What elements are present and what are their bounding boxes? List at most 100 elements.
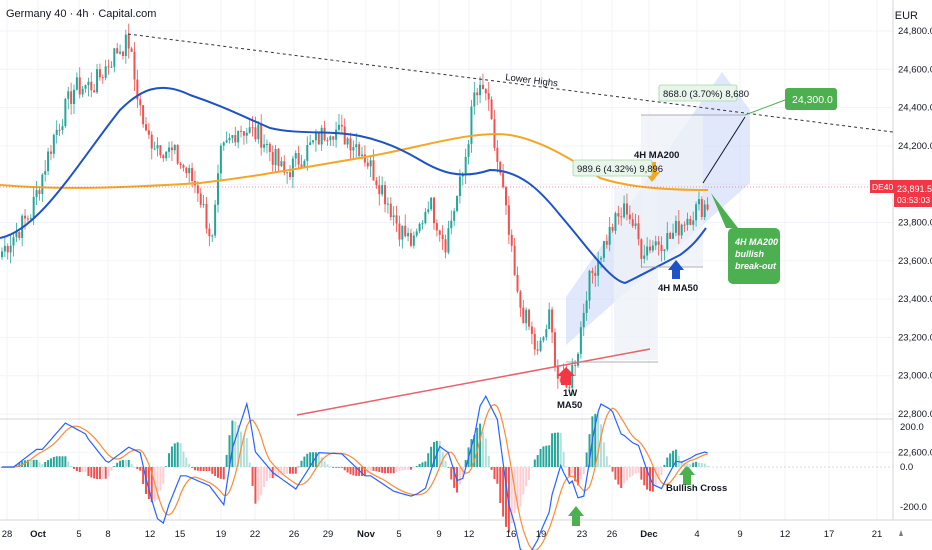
time-tick-label: 9 (436, 529, 441, 540)
candle-body (513, 245, 516, 275)
time-tick-label: 12 (145, 529, 156, 540)
candle-body (392, 215, 395, 218)
macd-histogram-bar (663, 464, 666, 467)
macd-histogram-bar (349, 467, 352, 475)
macd-histogram-bar (384, 467, 387, 474)
time-tick-label: Dec (640, 529, 657, 540)
macd-histogram-bar (142, 467, 145, 484)
candle-body (404, 225, 407, 237)
candle-body (352, 147, 355, 151)
candle-body (283, 161, 286, 173)
macd-histogram-bar (64, 456, 67, 467)
candle-body (343, 126, 346, 145)
time-axis[interactable]: 28 Oct 5 8 12 15 19 22 26 29 Nov 5 9 12 16 19 23 26 Dec 4 9 1… (2, 529, 903, 540)
macd-histogram-bar (594, 413, 597, 467)
macd-histogram-bar (173, 443, 176, 467)
macd-histogram-bar (90, 467, 93, 478)
candle-body (502, 173, 505, 188)
macd-histogram-bar (294, 467, 297, 474)
candle-body (597, 259, 600, 276)
candle-body (242, 131, 245, 136)
macd-histogram-bar (487, 456, 490, 467)
macd-histogram-bar (21, 461, 24, 467)
candle-body (320, 127, 323, 145)
candle-body (332, 136, 335, 140)
macd-histogram-bar (493, 467, 496, 480)
candle-body (314, 132, 317, 141)
macd-histogram-bar (317, 452, 320, 467)
candle-body (110, 66, 113, 68)
candle-body (361, 154, 363, 156)
candle-body (196, 185, 199, 194)
price-axis[interactable]: 24,800.024,600.024,400.024,200.024,000.0… (870, 26, 932, 458)
macd-histogram-bar (55, 456, 58, 467)
candle-body (559, 378, 562, 382)
candle-body (389, 203, 392, 218)
candle-body (588, 270, 591, 301)
w1-ma50-line (296, 348, 651, 416)
time-tick-label: Nov (357, 529, 376, 540)
macd-histogram-bar (38, 462, 41, 467)
candle-body (548, 309, 551, 330)
macd-histogram-bar (637, 467, 640, 473)
candle-body (608, 226, 611, 245)
measure-2-text: 868.0 (3.70%) 8,680 (663, 89, 749, 100)
macd-histogram-bar (32, 459, 35, 467)
macd-histogram-bar (165, 466, 168, 468)
candle-body (611, 226, 614, 231)
macd-line (2, 394, 708, 550)
candle-body (519, 291, 522, 308)
candle-body (499, 161, 502, 174)
candle-body (274, 148, 277, 165)
candle-body (228, 137, 231, 141)
rising-channel (566, 72, 750, 360)
candle-body (617, 213, 620, 217)
macd-histogram-bar (332, 467, 335, 468)
candle-body (202, 203, 205, 205)
macd-histogram-bar (646, 467, 649, 490)
time-tick-label: 4 (694, 529, 699, 540)
macd-histogram-bar (70, 465, 73, 467)
macd-histogram-bar (168, 453, 171, 467)
time-tick-label: 19 (536, 529, 547, 540)
macd-histogram-bar (666, 457, 669, 467)
candle-body (579, 327, 582, 354)
candle-body (484, 89, 487, 94)
macd-histogram-bar (139, 467, 142, 471)
macd-histogram-bar (41, 464, 44, 467)
macd-histogram-bar (211, 467, 214, 474)
candle-body (438, 230, 441, 235)
macd-histogram-bar (421, 462, 424, 467)
candle-body (614, 213, 617, 231)
candle-body (677, 220, 680, 236)
candle-body (542, 337, 545, 341)
candle-body (179, 163, 182, 166)
macd-histogram-bar (470, 439, 473, 467)
candle-body (430, 197, 433, 210)
macd-histogram-bar (61, 456, 64, 467)
candle-body (9, 245, 12, 253)
candle-body (528, 309, 531, 327)
settings-icon[interactable] (899, 530, 903, 536)
candle-body (70, 91, 73, 105)
target-connector (744, 99, 786, 116)
time-tick-label: 26 (289, 529, 300, 540)
candle-body (450, 220, 453, 229)
macd-histogram-bar (133, 466, 136, 468)
macd-histogram-bar (156, 467, 159, 500)
macd-histogram-bar (116, 462, 119, 467)
candle-body (378, 185, 381, 195)
candle-body (551, 309, 554, 333)
macd-histogram-bar (620, 467, 623, 489)
macd-tick-label: 0.0 (900, 462, 913, 473)
candle-body (159, 145, 162, 156)
currency-label[interactable]: EUR (894, 10, 918, 22)
price-tag-countdown: 03:53:03 (897, 195, 930, 205)
macd-histogram-bar (47, 460, 50, 467)
candle-body (435, 223, 438, 231)
candle-body (346, 138, 349, 145)
candle-body (173, 145, 176, 151)
macd-histogram-bar (98, 467, 101, 480)
candle-body (409, 233, 412, 246)
